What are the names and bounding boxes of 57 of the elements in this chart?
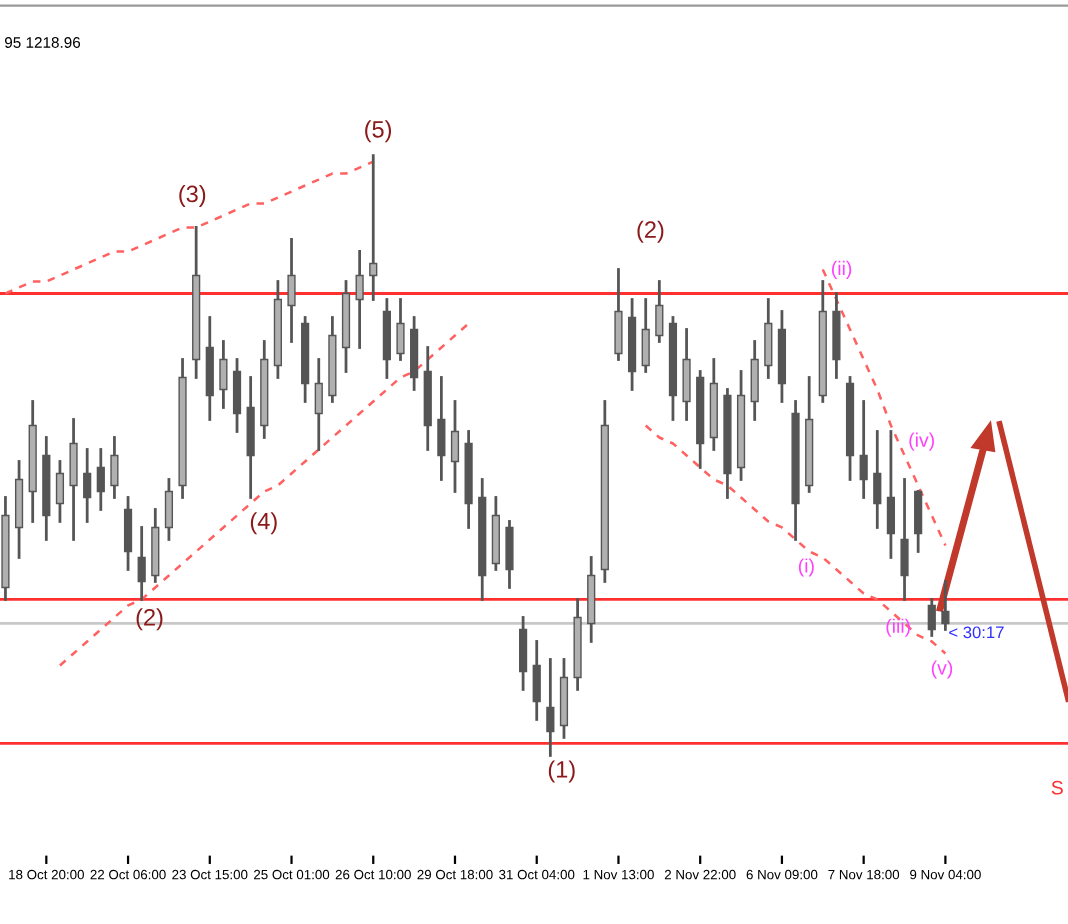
candlestick: [123, 496, 133, 571]
candlestick: [519, 616, 528, 691]
annotation: (i): [798, 558, 814, 577]
candlestick: [232, 358, 242, 433]
candlestick: [314, 358, 323, 451]
candlestick: [559, 658, 569, 739]
annotation: (2): [637, 220, 664, 243]
candlestick: [614, 268, 623, 361]
candlestick: [587, 556, 596, 643]
candlestick: [914, 490, 923, 553]
candlestick: [546, 658, 555, 757]
candlestick: [764, 298, 773, 379]
candlestick: [750, 340, 759, 421]
candlestick: [69, 418, 78, 541]
candlestick: [110, 436, 119, 499]
annotation: (ii): [832, 260, 852, 279]
annotation: (iv): [909, 432, 934, 451]
candlestick: [450, 400, 460, 493]
candlestick: [14, 460, 24, 559]
text: (1): [548, 760, 575, 783]
annotation: (iii): [886, 618, 910, 637]
candlestick: [886, 430, 896, 559]
candlestick: [532, 640, 541, 721]
candlestick: [382, 298, 391, 379]
annotation: < 30:17: [949, 626, 1004, 639]
candlestick: [832, 292, 841, 379]
candlestick: [941, 580, 950, 631]
candlestick: [437, 376, 446, 481]
annotation: (2): [136, 608, 163, 631]
candlestick: [927, 598, 936, 637]
candlestick: [859, 400, 868, 499]
candlestick: [655, 280, 664, 343]
candlestick: [137, 526, 146, 601]
candlestick: [491, 496, 500, 571]
candlestick: [900, 478, 909, 601]
candlestick: [410, 316, 419, 391]
candlestick: [55, 460, 65, 523]
annotation: (3): [179, 184, 206, 207]
candlestick: [96, 448, 105, 511]
candlestick: [873, 430, 882, 529]
candlestick: [505, 520, 514, 589]
candlestick: [369, 154, 378, 301]
candlestick: [287, 238, 296, 343]
text: (5): [365, 120, 392, 143]
candlestick: [355, 250, 364, 349]
candlestick: [682, 328, 691, 421]
candlestick: [83, 448, 92, 523]
candlestick: [205, 316, 214, 421]
candlestick: [641, 298, 650, 373]
text: S: [1051, 780, 1063, 795]
annotation: (v): [931, 660, 953, 679]
candlestick: [151, 508, 160, 583]
candlestick: [219, 340, 228, 409]
candlestick: [164, 478, 174, 541]
candlestick: [246, 376, 255, 499]
annotation: (4): [250, 512, 277, 535]
candlestick: [396, 298, 405, 361]
